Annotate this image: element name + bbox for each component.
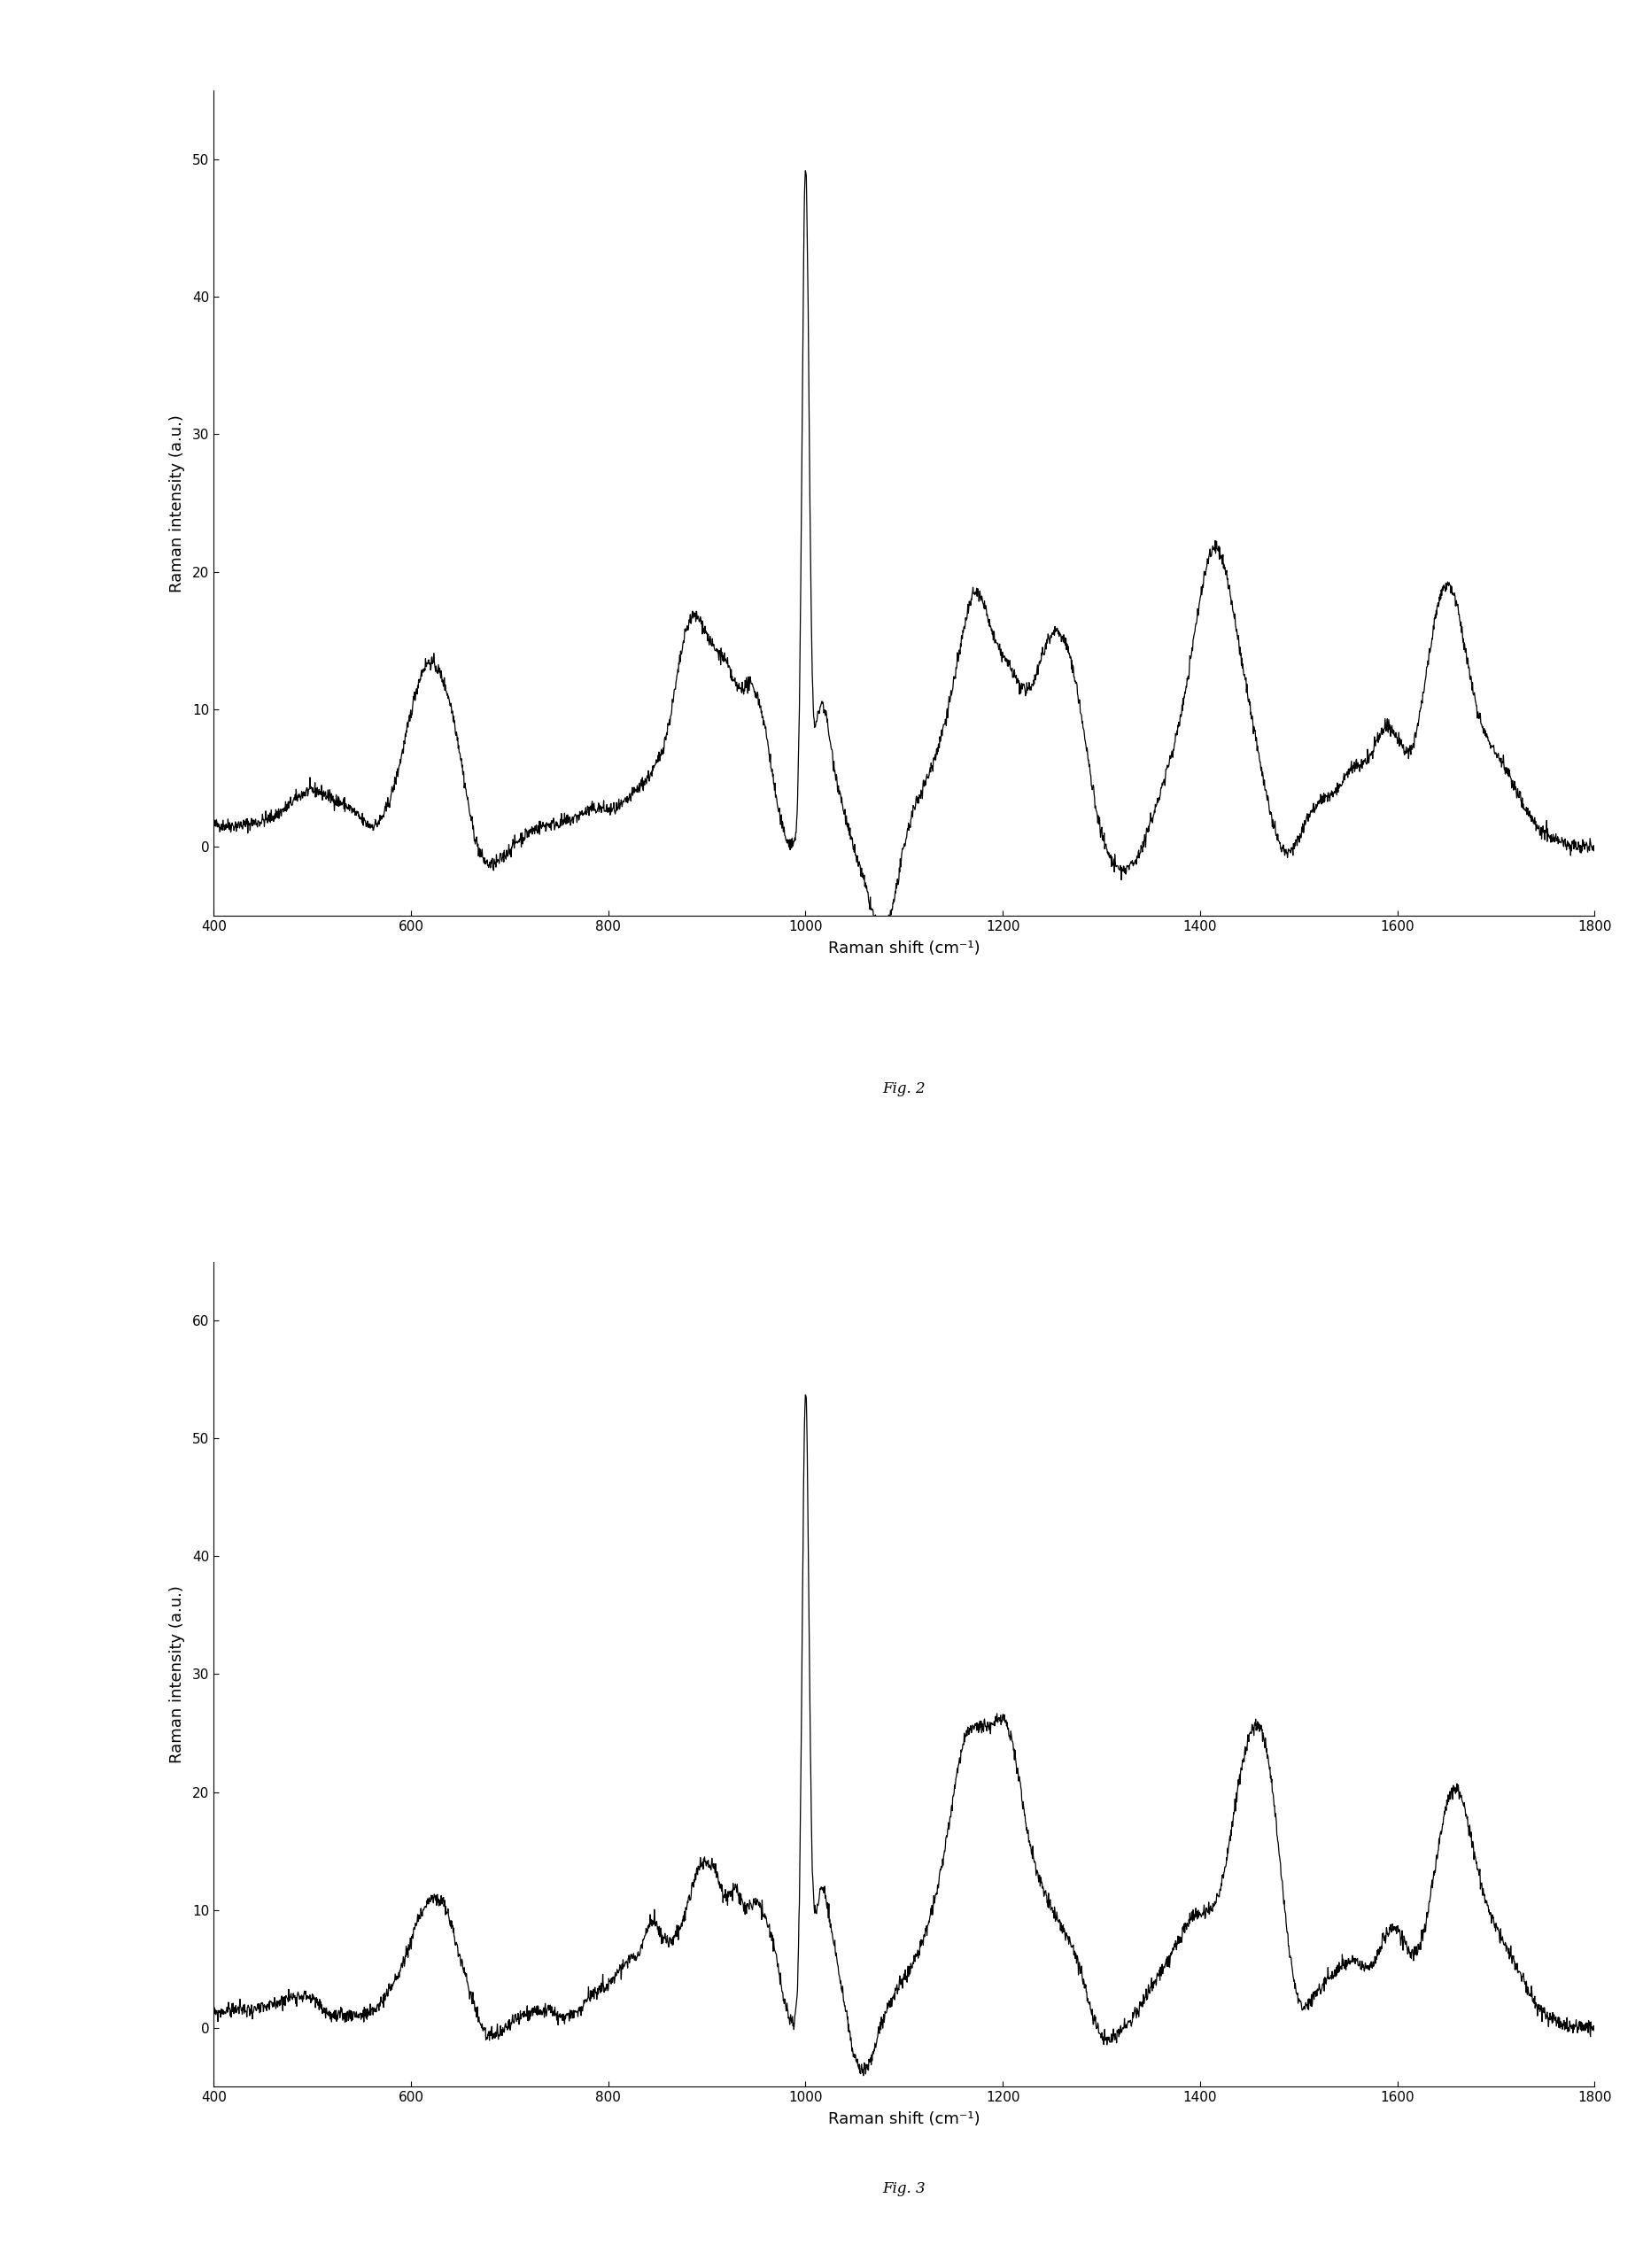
X-axis label: Raman shift (cm⁻¹): Raman shift (cm⁻¹) xyxy=(828,2112,979,2127)
Y-axis label: Raman intensity (a.u.): Raman intensity (a.u.) xyxy=(169,1585,184,1762)
Text: Fig. 2: Fig. 2 xyxy=(882,1082,925,1095)
Y-axis label: Raman intensity (a.u.): Raman intensity (a.u.) xyxy=(169,415,184,592)
X-axis label: Raman shift (cm⁻¹): Raman shift (cm⁻¹) xyxy=(828,941,979,957)
Text: Fig. 3: Fig. 3 xyxy=(882,2182,925,2195)
